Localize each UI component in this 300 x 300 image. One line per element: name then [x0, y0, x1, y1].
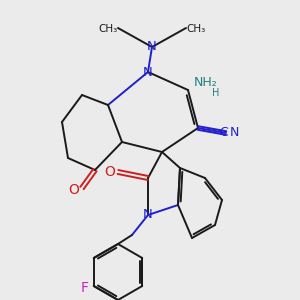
Text: NH₂: NH₂ [194, 76, 218, 88]
Text: CH₃: CH₃ [186, 24, 206, 34]
Text: N: N [147, 40, 157, 53]
Text: O: O [105, 165, 116, 179]
Text: O: O [69, 183, 80, 197]
Text: H: H [212, 88, 220, 98]
Text: F: F [81, 281, 89, 295]
Text: N: N [143, 65, 153, 79]
Text: C: C [220, 125, 228, 139]
Text: N: N [229, 127, 239, 140]
Text: CH₃: CH₃ [98, 24, 118, 34]
Text: N: N [143, 208, 153, 221]
